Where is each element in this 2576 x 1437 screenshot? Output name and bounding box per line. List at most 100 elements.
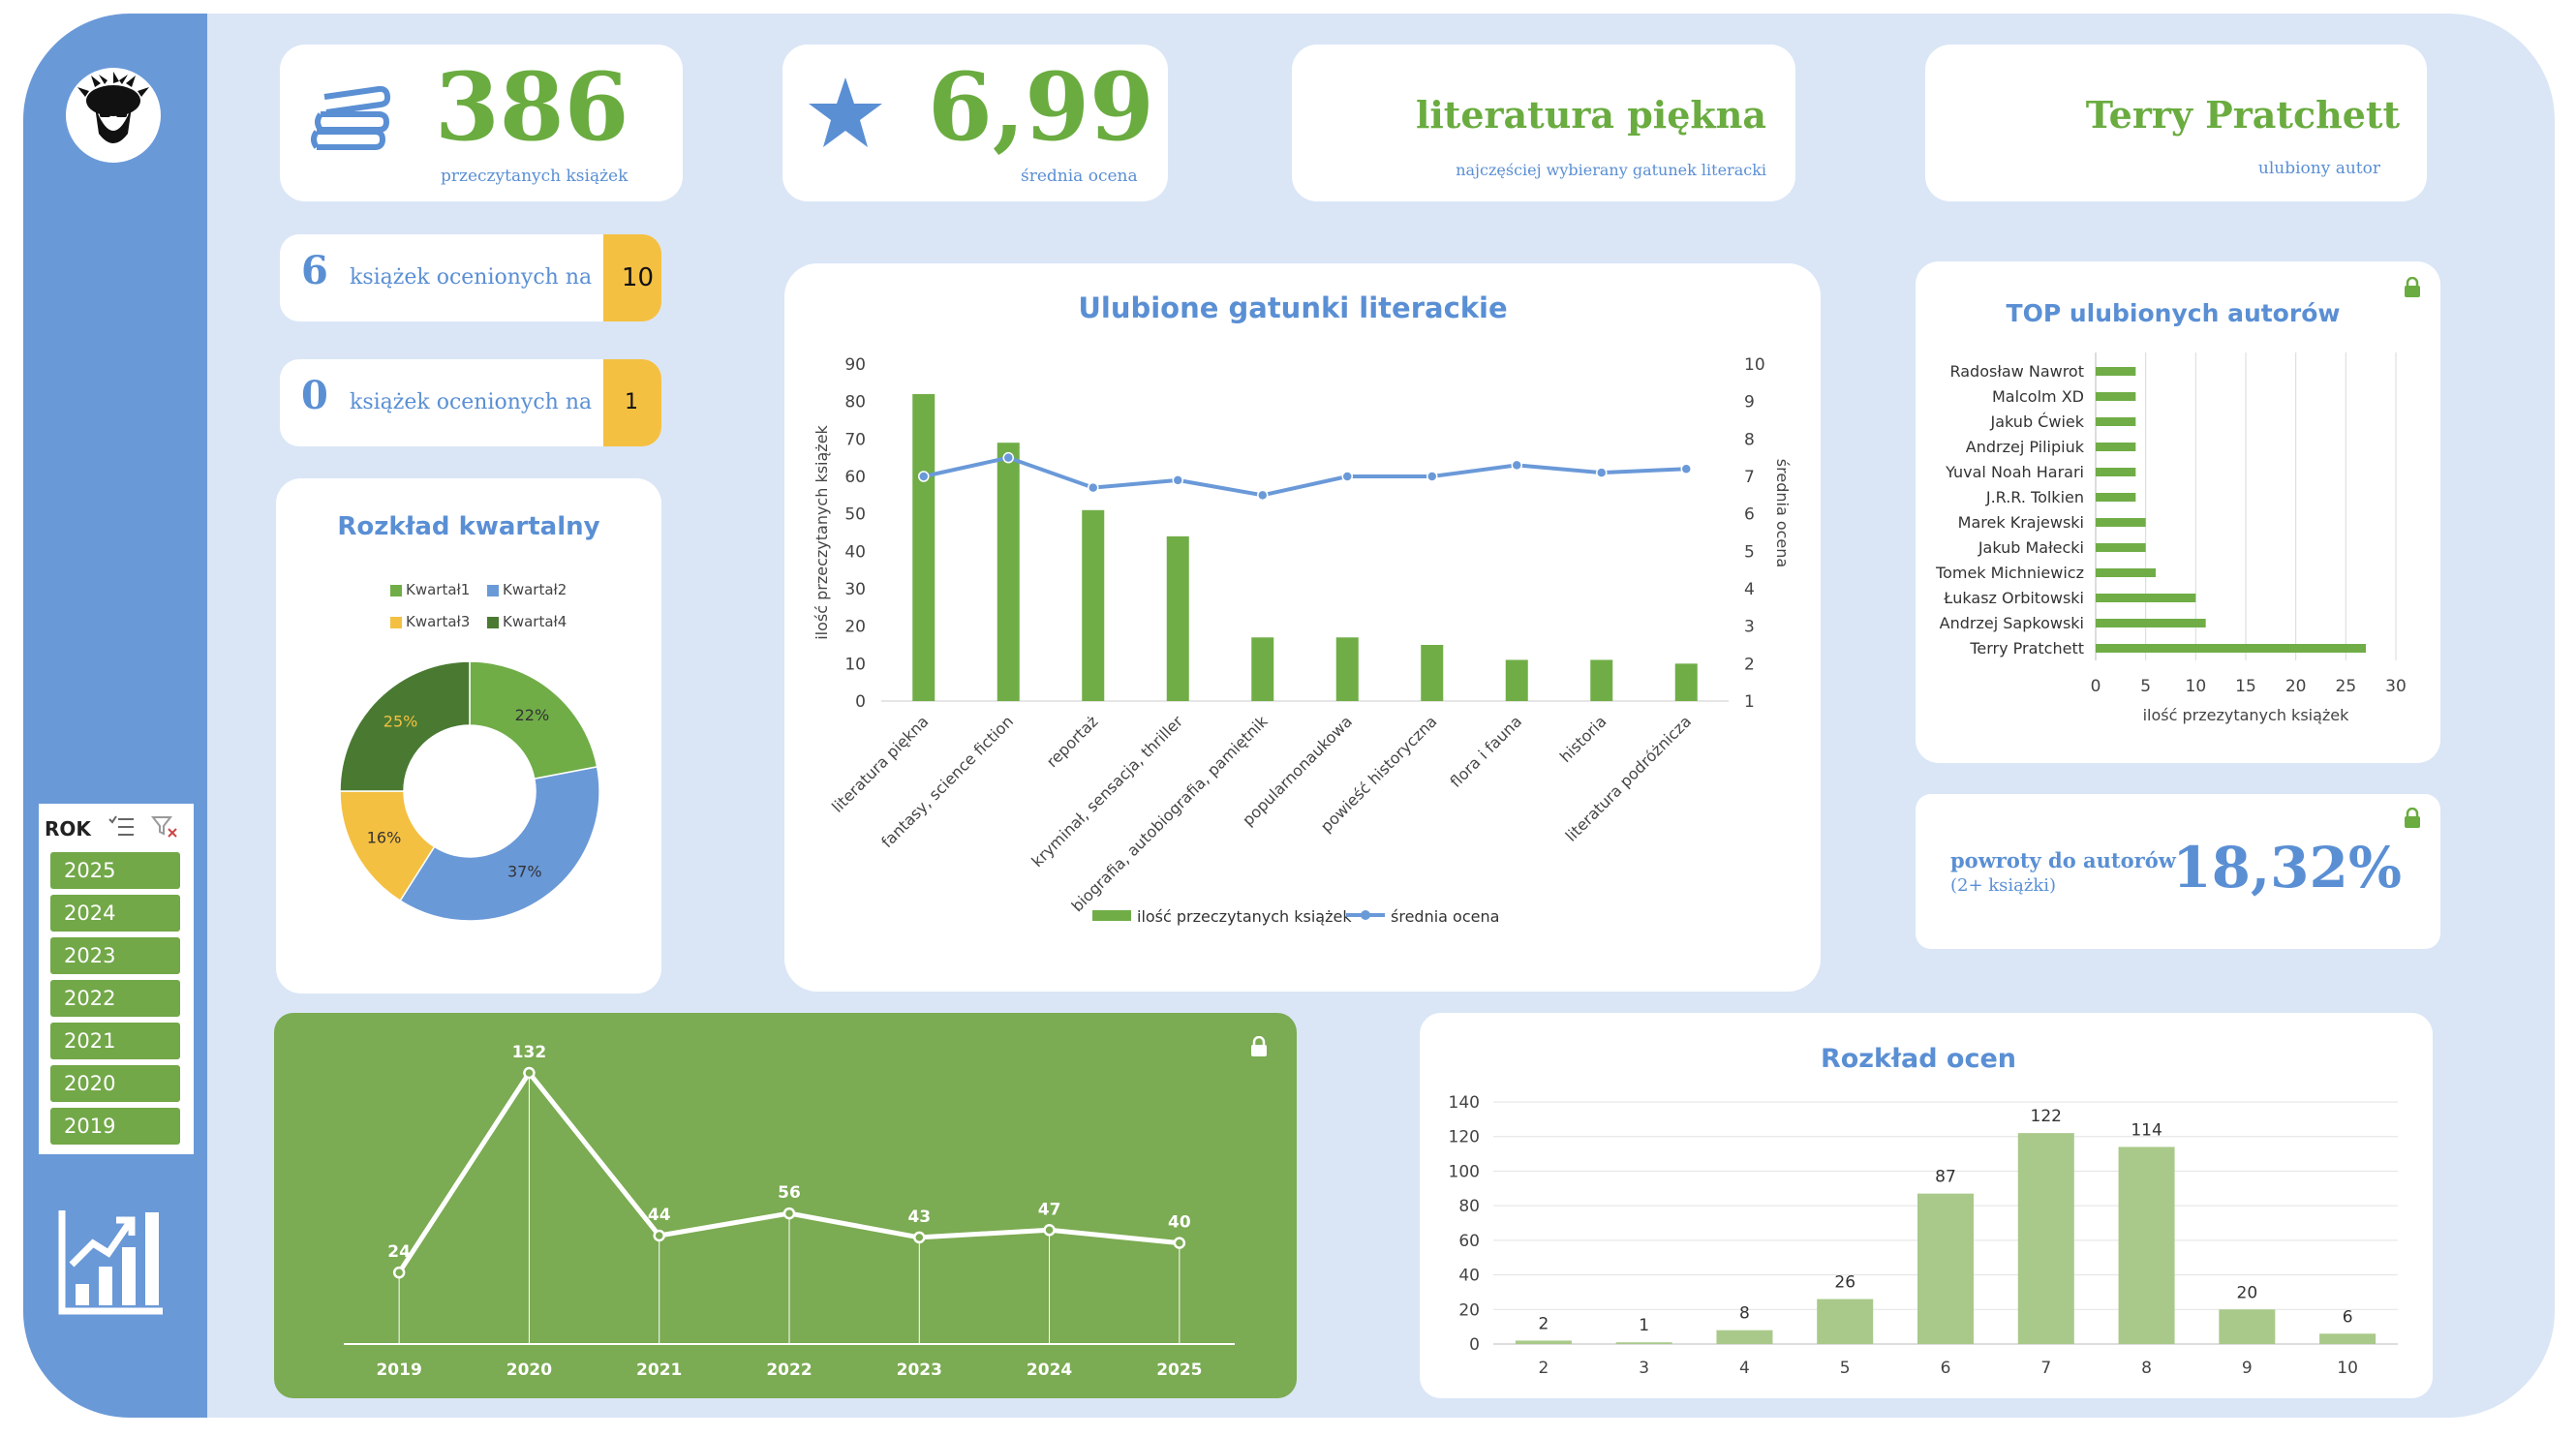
genre-bar <box>1251 637 1274 701</box>
rated-low-card: 0 książek ocenionych na 1 <box>280 359 661 446</box>
author-bar <box>2096 468 2136 476</box>
author-bar <box>2096 568 2156 577</box>
author-bar <box>2096 392 2136 401</box>
author-bar <box>2096 594 2196 602</box>
rating-bar <box>1917 1193 1974 1344</box>
donut-slice <box>339 660 471 792</box>
year-slicer: ROK 2025 2024 2023 2022 2021 2020 2019 <box>39 804 194 1154</box>
legend-marker <box>1361 910 1370 920</box>
author-label: Malcolm XD <box>1992 387 2084 406</box>
quarterly-card: Rozkład kwartalny Kwartał1 Kwartał2 Kwartał… <box>276 478 661 994</box>
books-count-card: 386 przeczytanych książek <box>280 45 683 201</box>
genre-bar <box>1335 637 1359 701</box>
value-label: 8 <box>1739 1304 1750 1324</box>
value-label: 43 <box>907 1208 931 1227</box>
slicer-year-2021[interactable]: 2021 <box>50 1023 180 1059</box>
genres-card: Ulubione gatunki literackie 0 10 20 30 40 50 60… <box>784 263 1821 992</box>
value-label: 87 <box>1935 1168 1956 1187</box>
author-label: Marek Krajewski <box>1958 513 2084 532</box>
y-tick-label: 120 <box>1449 1128 1480 1147</box>
x-tick-label: 10 <box>2337 1359 2358 1378</box>
y-tick-label: 20 <box>1458 1300 1480 1320</box>
chart-title: Rozkład kwartalny <box>337 512 599 541</box>
lock-icon[interactable] <box>2404 276 2421 302</box>
y-tick-label: 70 <box>844 430 866 449</box>
slice-label: 25% <box>383 713 418 731</box>
x-tick-label: 2024 <box>1027 1361 1072 1380</box>
avg-rating-label: średnia ocena <box>1021 167 1138 186</box>
author-bar <box>2096 644 2366 653</box>
y-tick-label: 20 <box>844 618 866 637</box>
author-label: Jakub Małecki <box>1978 538 2084 557</box>
genre-bar <box>912 393 935 701</box>
slice-label: 22% <box>515 706 550 724</box>
author-label: J.R.R. Tolkien <box>1985 488 2084 506</box>
rating-bar <box>2319 1333 2377 1344</box>
books-count-label: przeczytanych książek <box>441 167 629 186</box>
chart-title: Ulubione gatunki literackie <box>1078 291 1507 324</box>
lock-icon[interactable] <box>2404 807 2421 833</box>
sidebar: ROK 2025 2024 2023 2022 2021 2020 2019 <box>23 14 207 1418</box>
x-tick-label: 2020 <box>506 1361 552 1380</box>
x-tick-label: 3 <box>1639 1359 1649 1378</box>
y2-tick-label: 6 <box>1744 505 1755 525</box>
chart-title: TOP ulubionych autorów <box>2007 299 2341 327</box>
legend-label: Kwartał3 <box>406 613 470 630</box>
rating-bar <box>1817 1299 1874 1344</box>
rating-point <box>1426 471 1438 482</box>
slicer-title: ROK <box>45 817 91 841</box>
y-tick-label: 80 <box>1458 1197 1480 1216</box>
slicer-year-2024[interactable]: 2024 <box>50 895 180 932</box>
author-bar <box>2096 518 2146 527</box>
rating-point <box>1172 474 1183 486</box>
year-point <box>653 1229 665 1242</box>
clear-filter-icon[interactable] <box>150 815 178 842</box>
category-label: flora i fauna <box>1446 712 1525 791</box>
y-tick-label: 80 <box>844 393 866 413</box>
x-tick-label: 4 <box>1739 1359 1750 1378</box>
legend-swatch <box>487 617 499 628</box>
category-label: historia <box>1556 712 1610 766</box>
donut-slice <box>469 660 598 780</box>
y-tick-label: 60 <box>844 468 866 487</box>
rated-high-card: 6 książek ocenionych na 10 <box>280 234 661 321</box>
top-author-value: Terry Pratchett <box>2085 93 2400 137</box>
slicer-year-2025[interactable]: 2025 <box>50 852 180 889</box>
author-label: Jakub Ćwiek <box>1990 413 2085 431</box>
top-genre-label: najczęściej wybierany gatunek literacki <box>1456 161 1766 179</box>
slicer-year-2019[interactable]: 2019 <box>50 1108 180 1145</box>
multiselect-icon[interactable] <box>108 815 136 842</box>
rating-bar <box>1615 1342 1672 1344</box>
rating-point <box>918 471 930 482</box>
year-point <box>392 1266 406 1279</box>
genre-bar <box>1082 509 1105 701</box>
avg-rating-card: 6,99 średnia ocena <box>782 45 1168 201</box>
chart-logo-icon <box>58 1208 165 1319</box>
y-tick-label: 100 <box>1449 1162 1480 1181</box>
category-label: kryminał, sensacja, thriller <box>1027 712 1186 871</box>
value-label: 24 <box>387 1242 411 1262</box>
slicer-year-2020[interactable]: 2020 <box>50 1065 180 1102</box>
author-label: Yuval Noah Harari <box>1945 463 2084 481</box>
lock-icon[interactable] <box>1250 1035 1268 1061</box>
y2-tick-label: 9 <box>1744 393 1755 413</box>
year-point <box>523 1066 536 1080</box>
y2-tick-label: 7 <box>1744 468 1755 487</box>
slicer-year-2023[interactable]: 2023 <box>50 937 180 974</box>
x-tick-label: 10 <box>2186 677 2207 696</box>
top-genre-value: literatura piękna <box>1415 93 1766 137</box>
x-tick-label: 2023 <box>897 1361 942 1380</box>
books-icon <box>311 76 391 159</box>
slicer-year-2022[interactable]: 2022 <box>50 980 180 1017</box>
y-tick-label: 40 <box>1458 1267 1480 1286</box>
value-label: 20 <box>2237 1283 2258 1302</box>
genres-combo-chart: Ulubione gatunki literackie 0 10 20 30 40 50 60… <box>813 291 1792 926</box>
x-tick-label: 5 <box>2140 677 2151 696</box>
x-axis-label: ilość przezytanych książek <box>2143 706 2350 724</box>
authors-card: TOP ulubionych autorów 0 5 10 15 20 25 30 Radosł… <box>1916 261 2440 763</box>
returns-value: 18,32% <box>2172 835 2402 901</box>
rating-point <box>1680 463 1692 475</box>
y-axis-label: ilość przeczytanych książek <box>813 424 831 639</box>
rating-point <box>1002 451 1014 464</box>
rated-low-text: książek ocenionych na <box>350 390 593 414</box>
